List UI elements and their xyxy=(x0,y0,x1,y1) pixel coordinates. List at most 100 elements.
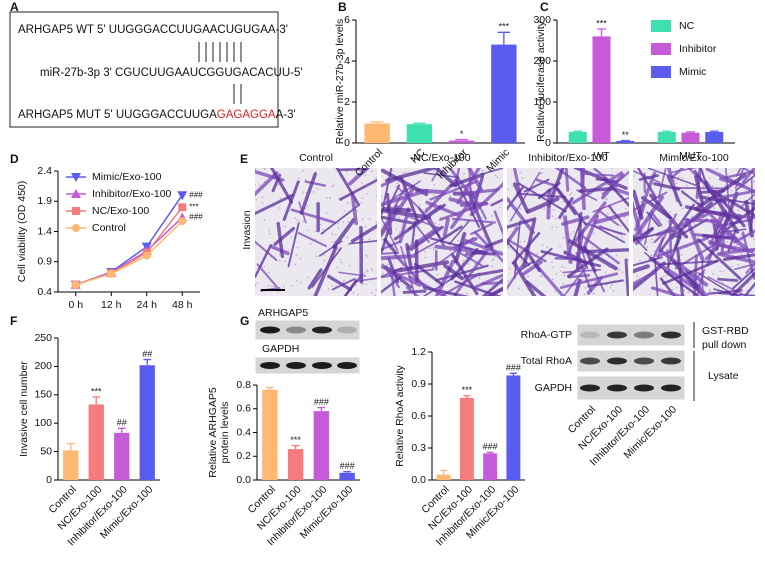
cell xyxy=(684,205,741,221)
pore xyxy=(499,206,501,209)
pore xyxy=(740,234,743,236)
pore xyxy=(623,216,626,218)
cell xyxy=(440,225,463,242)
cell xyxy=(451,217,497,224)
pore xyxy=(325,212,328,214)
pore xyxy=(374,294,377,296)
cell xyxy=(580,168,586,188)
pore xyxy=(278,259,281,262)
invasion-image xyxy=(507,168,629,296)
pore xyxy=(490,215,493,217)
pore xyxy=(719,270,722,272)
cell xyxy=(535,178,554,187)
cell xyxy=(581,173,615,177)
significance-label: ### xyxy=(340,461,355,471)
pore xyxy=(433,170,436,172)
y-tick-label: 0.4 xyxy=(37,286,52,298)
cell xyxy=(332,218,356,249)
cell xyxy=(442,217,450,238)
pore xyxy=(339,258,342,261)
pore xyxy=(256,282,259,285)
pore xyxy=(562,283,565,285)
pore xyxy=(386,263,389,266)
cell xyxy=(717,277,739,282)
pore xyxy=(521,177,524,179)
y-tick-label: 0.6 xyxy=(411,410,426,422)
cell xyxy=(558,197,574,219)
bar xyxy=(339,472,355,480)
band xyxy=(312,326,332,334)
pore xyxy=(366,255,369,257)
cell xyxy=(454,168,461,185)
cell xyxy=(383,238,398,255)
pore xyxy=(707,193,710,196)
cell xyxy=(416,225,430,243)
cell xyxy=(490,198,503,207)
cell xyxy=(650,286,685,296)
pore xyxy=(402,172,404,174)
band xyxy=(607,357,627,365)
pore xyxy=(559,245,561,248)
cell xyxy=(724,189,755,199)
pore xyxy=(555,226,558,229)
cell xyxy=(633,270,656,287)
cell xyxy=(669,168,685,181)
pore xyxy=(667,243,669,245)
significance-label: ### xyxy=(189,190,203,199)
pore xyxy=(507,188,509,191)
cell xyxy=(469,181,503,217)
significance-label: ### xyxy=(189,213,203,222)
error-bar xyxy=(573,130,583,132)
pore xyxy=(528,207,530,210)
cell xyxy=(633,234,648,252)
cell xyxy=(608,205,629,234)
pore xyxy=(709,177,711,180)
bar xyxy=(459,397,474,480)
band xyxy=(607,384,627,392)
pore xyxy=(520,249,522,252)
pore xyxy=(255,198,258,201)
pore xyxy=(399,230,401,233)
band xyxy=(634,384,654,392)
pore xyxy=(432,246,435,249)
pore xyxy=(642,230,644,232)
pore xyxy=(501,236,503,239)
y-tick-label: 0.4 xyxy=(236,426,251,438)
error-bar xyxy=(370,121,384,124)
pore xyxy=(347,202,349,205)
pore xyxy=(621,271,624,274)
pore xyxy=(737,264,739,266)
bar xyxy=(313,411,330,480)
cell xyxy=(730,271,755,296)
pore xyxy=(342,221,345,223)
pore xyxy=(712,273,714,275)
significance-label: *** xyxy=(189,202,198,211)
cell xyxy=(507,226,520,247)
cell xyxy=(389,266,396,296)
pore xyxy=(337,227,340,229)
legend-label: Mimic xyxy=(679,66,706,78)
pore xyxy=(365,174,367,176)
pore xyxy=(519,241,521,243)
cell xyxy=(731,267,755,290)
y-tick-label: 250 xyxy=(34,332,52,344)
pore xyxy=(375,195,377,197)
mirna-sequence: miR-27b-3p 3' CGUCUUGAAUCGGUGACACUU-5' xyxy=(40,67,303,79)
error-bar xyxy=(413,122,426,125)
pore xyxy=(442,168,444,171)
pore xyxy=(347,220,350,223)
cell xyxy=(434,244,473,253)
pore xyxy=(491,265,493,268)
cell xyxy=(350,223,377,244)
panel-letter: F xyxy=(10,314,17,328)
pore xyxy=(583,293,586,296)
pore xyxy=(726,240,729,243)
pore xyxy=(474,262,476,265)
cell xyxy=(562,266,587,296)
cell xyxy=(649,193,689,239)
cell xyxy=(339,178,377,201)
pore xyxy=(364,225,367,228)
pore xyxy=(449,195,451,197)
invasion-image xyxy=(381,168,503,296)
